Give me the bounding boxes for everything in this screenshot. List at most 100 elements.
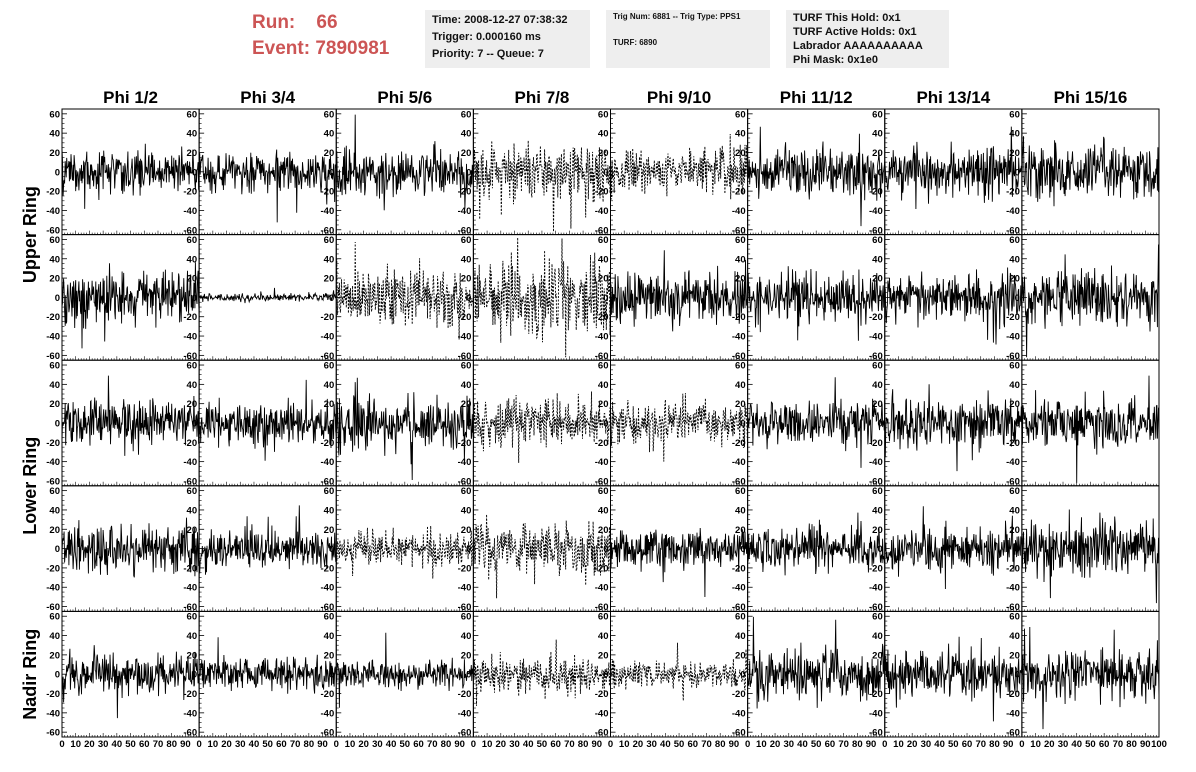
waveform-trace	[884, 267, 1023, 345]
y-tick-label: -60	[321, 351, 335, 362]
x-tick-label: 70	[838, 739, 849, 750]
waveform-trace	[884, 126, 1023, 210]
x-tick-label: 0	[608, 739, 613, 750]
waveform-trace	[747, 616, 886, 709]
y-tick-label: -60	[183, 351, 197, 362]
y-tick-label: 40	[461, 631, 472, 642]
y-tick-label: 20	[324, 399, 335, 410]
y-tick-label: 0	[1015, 167, 1020, 178]
y-tick-label: 60	[49, 109, 60, 120]
x-tick-label: 0	[196, 739, 201, 750]
x-tick-label: 90	[180, 739, 191, 750]
y-tick-label: -20	[458, 563, 472, 574]
panel-r1-c7: 60 40 20 0 -20 -40 -60	[869, 108, 1023, 236]
y-tick-label: 60	[49, 486, 60, 497]
y-tick-label: 0	[1015, 670, 1020, 681]
x-tick-label: 10	[70, 739, 81, 750]
y-tick-label: -60	[732, 225, 746, 236]
y-tick-label: 60	[187, 109, 198, 120]
waveform-trace	[884, 384, 1023, 472]
turf-line: TURF: 6890	[613, 38, 658, 47]
panel-r2-c7: 60 40 20 0 -20 -40 -60	[869, 234, 1023, 362]
y-tick-label: 40	[49, 129, 60, 140]
y-tick-label: -40	[321, 583, 335, 594]
y-tick-label: 60	[187, 612, 198, 623]
y-tick-label: 20	[324, 525, 335, 536]
panel-r2-c5: 60 40 20 0 -20 -40 -60	[595, 234, 749, 362]
panel-r1-c4: 60 40 20 0 -20 -40 -60	[458, 108, 611, 236]
y-tick-label: -40	[1006, 583, 1020, 594]
y-tick-label: 60	[461, 486, 472, 497]
row-label-upper-ring: Upper Ring	[20, 186, 40, 283]
x-tick-label: 80	[166, 739, 177, 750]
y-tick-label: 0	[55, 670, 60, 681]
x-tick-label: 40	[1071, 739, 1082, 750]
y-tick-label: 40	[187, 631, 198, 642]
x-tick-label: 10	[482, 739, 493, 750]
y-tick-label: 40	[49, 380, 60, 391]
panel-r3-c5: 60 40 20 0 -20 -40 -60	[595, 359, 749, 487]
y-tick-label: -60	[732, 476, 746, 487]
y-tick-label: 20	[1009, 148, 1020, 159]
waveform-trace	[198, 287, 337, 304]
y-tick-label: 0	[466, 419, 471, 430]
y-tick-label: -60	[1006, 476, 1020, 487]
waveform-trace	[610, 133, 749, 200]
y-tick-label: -60	[46, 351, 60, 362]
y-tick-label: 0	[466, 544, 471, 555]
y-tick-label: -60	[1006, 728, 1020, 739]
turf-this-hold-line: TURF This Hold: 0x1	[793, 12, 901, 24]
y-tick-label: -40	[595, 583, 609, 594]
y-tick-label: 40	[461, 505, 472, 516]
waveform-trace	[1021, 244, 1160, 358]
x-tick-label: 10	[1030, 739, 1041, 750]
y-tick-label: -40	[321, 457, 335, 468]
run-line: Run: 66	[252, 10, 389, 36]
y-tick-label: 60	[324, 486, 335, 497]
y-tick-label: -40	[321, 206, 335, 217]
y-tick-label: -40	[732, 206, 746, 217]
y-tick-label: -20	[458, 438, 472, 449]
x-tick-label: 0	[882, 739, 887, 750]
y-tick-label: -60	[595, 476, 609, 487]
y-tick-label: 0	[1015, 544, 1020, 555]
x-tick-label: 70	[564, 739, 575, 750]
labrador-line: Labrador AAAAAAAAAA	[793, 40, 923, 52]
y-tick-label: -20	[321, 563, 335, 574]
x-tick-label: 10	[208, 739, 219, 750]
panel-frame	[472, 108, 611, 236]
y-tick-label: 40	[872, 254, 883, 265]
column-header-3: Phi 5/6	[377, 88, 432, 107]
x-tick-label: 20	[358, 739, 369, 750]
x-tick-label: 90	[591, 739, 602, 750]
y-tick-label: -20	[1006, 438, 1020, 449]
y-tick-label: 20	[735, 399, 746, 410]
y-tick-label: 60	[187, 486, 198, 497]
y-tick-label: -60	[321, 476, 335, 487]
waveform-trace	[335, 241, 474, 340]
waveform-trace	[747, 126, 886, 227]
x-tick-label: 70	[1113, 739, 1124, 750]
y-tick-label: 40	[735, 254, 746, 265]
panel-r1-c3: 60 40 20 0 -20 -40 -60	[321, 108, 474, 236]
x-tick-label: 30	[921, 739, 932, 750]
y-tick-label: -20	[869, 312, 883, 323]
panel-r5-c2: 60 40 20 0 -20 -40 -60	[183, 610, 337, 739]
x-tick-label: 20	[221, 739, 232, 750]
waveform-trace	[61, 143, 200, 209]
y-tick-label: 40	[49, 505, 60, 516]
y-tick-label: -60	[1006, 351, 1020, 362]
trigger-line: Trigger: 0.000160 ms	[432, 31, 541, 43]
panel-r3-c4: 60 40 20 0 -20 -40 -60	[458, 359, 611, 487]
y-tick-label: 20	[735, 650, 746, 661]
x-tick-label: 10	[345, 739, 356, 750]
x-tick-label: 90	[729, 739, 740, 750]
panel-r1-c6: 60 40 20 0 -20 -40 -60	[732, 108, 886, 236]
y-tick-label: 0	[740, 419, 745, 430]
y-tick-label: -60	[595, 351, 609, 362]
y-tick-label: 0	[1015, 419, 1020, 430]
y-tick-label: 0	[329, 670, 334, 681]
y-tick-label: 0	[329, 167, 334, 178]
y-tick-label: -20	[183, 187, 197, 198]
